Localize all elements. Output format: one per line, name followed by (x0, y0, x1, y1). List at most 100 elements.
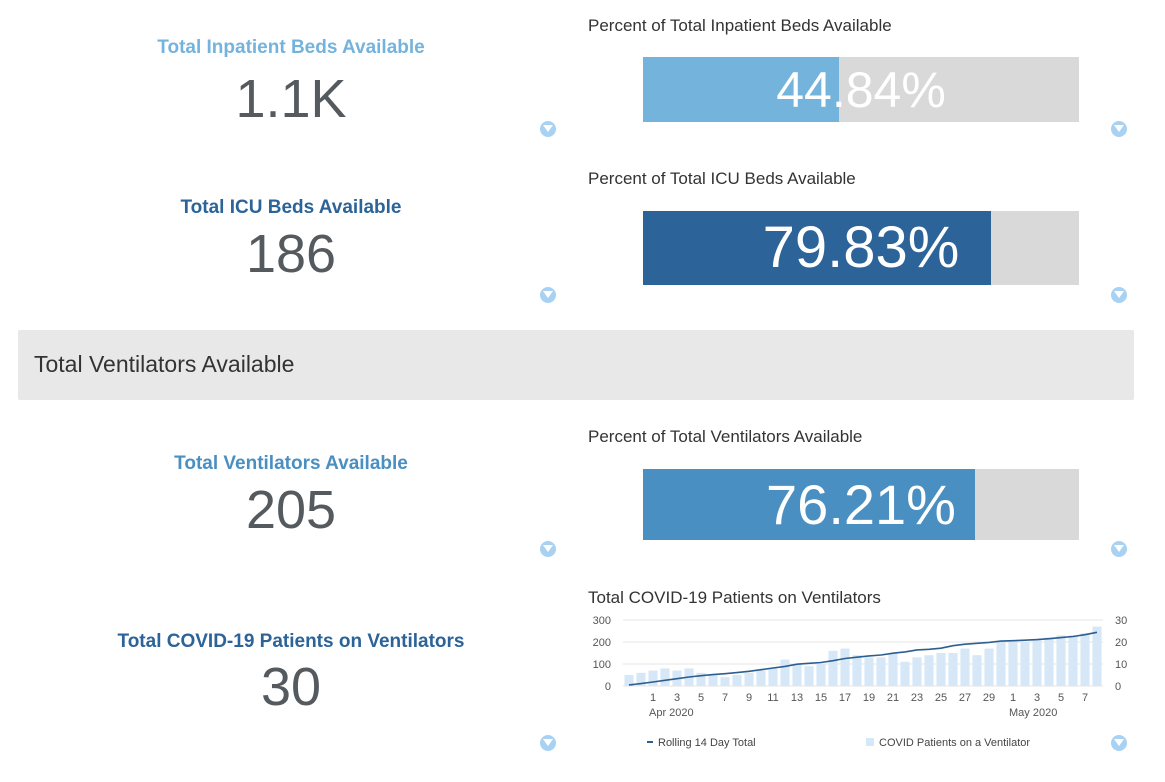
bar (960, 648, 970, 686)
bar (840, 648, 850, 686)
legend-label: Rolling 14 Day Total (658, 737, 756, 749)
x-axis-tick-label: 5 (698, 692, 704, 704)
bar (1092, 626, 1102, 686)
vent-pct-fill (643, 469, 976, 540)
x-axis-tick-label: 13 (791, 692, 803, 704)
bar (936, 653, 946, 686)
bar (948, 653, 958, 686)
y-axis-left-tick-label: 200 (593, 637, 611, 649)
bar (720, 677, 730, 686)
bar (708, 675, 718, 686)
bar (1080, 633, 1090, 686)
bar (780, 659, 790, 686)
bar (1008, 642, 1018, 686)
icu-beds-title: Total ICU Beds Available (180, 197, 402, 218)
x-axis-tick-label: 21 (887, 692, 899, 704)
icu-pct-label: 79.83% (762, 215, 960, 280)
y-axis-right-tick-label: 10 (1115, 659, 1127, 671)
bar (1044, 637, 1054, 686)
bar (732, 675, 742, 686)
bar (804, 666, 814, 686)
filter-icon[interactable] (540, 121, 556, 137)
bar (636, 672, 646, 686)
icu-pct-bar: 79.83% (643, 211, 1079, 285)
bar (1020, 642, 1030, 686)
vent-pct-label: 76.21% (766, 472, 956, 536)
inpatient-beds-title: Total Inpatient Beds Available (157, 37, 425, 58)
x-axis-tick-label: 11 (767, 692, 778, 704)
x-axis-tick-label: 1 (1010, 692, 1016, 704)
ventilators-title: Total Ventilators Available (174, 453, 408, 474)
section-title: Total Ventilators Available (34, 351, 295, 377)
bar (1056, 635, 1066, 686)
filter-icon[interactable] (540, 735, 556, 751)
x-axis-month-label: May 2020 (1009, 707, 1057, 719)
y-axis-right-tick-label: 0 (1115, 681, 1121, 693)
y-axis-left-tick-label: 300 (593, 615, 611, 627)
x-axis-tick-label: 3 (674, 692, 680, 704)
x-axis-tick-label: 3 (1034, 692, 1040, 704)
filter-icon[interactable] (540, 541, 556, 557)
inpatient-pct-title: Percent of Total Inpatient Beds Availabl… (588, 16, 892, 35)
bar (924, 655, 934, 686)
x-axis-tick-label: 7 (1082, 692, 1088, 704)
legend-label: COVID Patients on a Ventilator (879, 737, 1030, 749)
x-axis-tick-label: 17 (839, 692, 851, 704)
y-axis-right-tick-label: 30 (1115, 615, 1127, 627)
section-header: Total Ventilators Available (18, 330, 1134, 400)
vent-pct-title: Percent of Total Ventilators Available (588, 427, 863, 446)
bar (816, 664, 826, 686)
bar (660, 668, 670, 686)
inpatient-pct-label: 44.84% (776, 61, 946, 118)
legend-square-symbol (866, 738, 874, 746)
chart-title: Total COVID-19 Patients on Ventilators (588, 588, 881, 607)
bar (888, 653, 898, 686)
line-series (628, 631, 1098, 686)
x-axis-tick-label: 15 (815, 692, 827, 704)
filter-icon[interactable] (1111, 541, 1127, 557)
bar (792, 664, 802, 686)
bar (864, 657, 874, 686)
filter-icon[interactable] (1111, 735, 1127, 751)
bar (900, 661, 910, 686)
icu-pct-fill (643, 211, 992, 285)
x-axis-tick-label: 7 (722, 692, 728, 704)
bar (1032, 639, 1042, 686)
x-axis-month-label: Apr 2020 (649, 707, 694, 719)
inpatient-pct-bar: 44.84% (643, 57, 1079, 122)
y-axis-left-tick-label: 100 (593, 659, 611, 671)
y-axis-left-tick-label: 0 (605, 681, 611, 693)
bar (1068, 635, 1078, 686)
icu-beds-value: 186 (245, 224, 337, 284)
inpatient-beds-value: 1.1K (235, 69, 347, 129)
bar (876, 657, 886, 686)
filter-icon[interactable] (1111, 287, 1127, 303)
bar (912, 657, 922, 686)
bar (996, 642, 1006, 686)
bar (624, 675, 634, 686)
x-axis-tick-label: 25 (935, 692, 947, 704)
bar (972, 655, 982, 686)
bar (696, 672, 706, 686)
filter-icon[interactable] (1111, 121, 1127, 137)
x-axis-tick-label: 23 (911, 692, 923, 704)
bar (828, 650, 838, 686)
x-axis-tick-label: 5 (1058, 692, 1064, 704)
icu-pct-title: Percent of Total ICU Beds Available (588, 169, 856, 188)
x-axis-tick-label: 19 (863, 692, 875, 704)
vent-pct-bar: 76.21% (643, 469, 1079, 540)
covid-vent-value: 30 (260, 657, 322, 717)
bar (984, 648, 994, 686)
bar (648, 670, 658, 686)
covid-vent-title: Total COVID-19 Patients on Ventilators (117, 631, 465, 652)
ventilators-value: 205 (245, 480, 337, 540)
inpatient-pct-fill (643, 57, 839, 122)
x-axis-tick-label: 9 (746, 692, 752, 704)
bar (744, 672, 754, 686)
x-axis-tick-label: 1 (650, 692, 656, 704)
x-axis-tick-label: 27 (959, 692, 971, 704)
filter-icon[interactable] (540, 287, 556, 303)
bar (852, 655, 862, 686)
x-axis-tick-label: 29 (983, 692, 995, 704)
